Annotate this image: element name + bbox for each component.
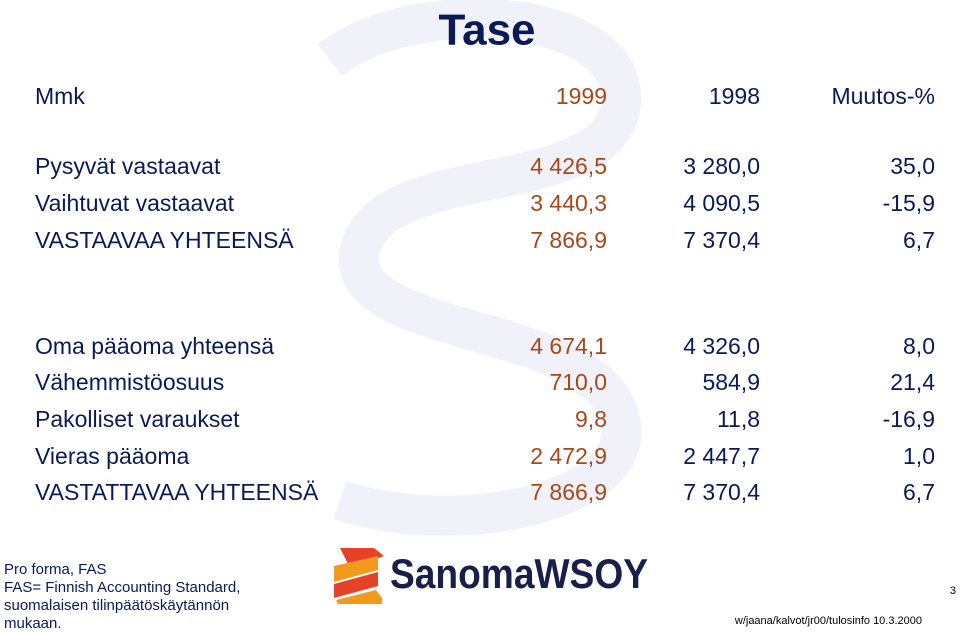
header-cell: 1999 xyxy=(556,83,607,109)
page-number: 3 xyxy=(950,585,956,597)
watermark xyxy=(317,0,642,536)
value-cell: 6,7 xyxy=(903,479,935,505)
value-cell: 1,0 xyxy=(903,443,935,469)
value-cell: 2 472,9 xyxy=(530,443,607,469)
footer-note: suomalaisen tilinpäätöskäytännön xyxy=(4,597,229,614)
value-cell: -15,9 xyxy=(883,190,935,216)
value-cell: 6,7 xyxy=(903,227,935,253)
source-path: w/jaana/kalvot/jr00/tulosinfo 10.3.2000 xyxy=(734,615,922,627)
row-label: Oma pääoma yhteensä xyxy=(35,333,274,359)
value-cell: 2 447,7 xyxy=(683,443,760,469)
row-label: Vieras pääoma xyxy=(35,443,189,469)
logo: SanomaWSOY xyxy=(334,548,648,604)
slide-title: Tase xyxy=(438,6,535,55)
footer-note: mukaan. xyxy=(4,615,62,632)
value-cell: 7 866,9 xyxy=(530,227,607,253)
value-cell: 11,8 xyxy=(717,406,760,432)
row-label: Pysyvät vastaavat xyxy=(35,153,221,179)
value-cell: 710,0 xyxy=(549,369,607,395)
value-cell: 8,0 xyxy=(903,333,935,359)
value-cell: -16,9 xyxy=(883,406,935,432)
value-cell: 4 426,5 xyxy=(530,153,607,179)
logo-icon xyxy=(334,556,378,582)
table: Mmk 1999 1998 Muutos-% Pysyvät vastaavat 4 42… xyxy=(35,83,935,505)
row-label: Vaihtuvat vastaavat xyxy=(35,190,235,216)
value-cell: 7 370,4 xyxy=(683,479,760,505)
value-cell: 3 280,0 xyxy=(683,153,760,179)
row-label: VASTAAVAA YHTEENSÄ xyxy=(35,227,294,253)
logo-icon xyxy=(336,590,382,604)
value-cell: 21,4 xyxy=(890,369,935,395)
value-cell: 7 866,9 xyxy=(530,479,607,505)
header-cell: 1998 xyxy=(709,83,760,109)
row-label: VASTATTAVAA YHTEENSÄ xyxy=(35,479,319,505)
header-cell: Muutos-% xyxy=(831,83,935,109)
value-cell: 584,9 xyxy=(702,369,760,395)
value-cell: 4 326,0 xyxy=(683,333,760,359)
footer-note: Pro forma, FAS xyxy=(4,561,107,578)
value-cell: 4 090,5 xyxy=(683,190,760,216)
watermark-shape xyxy=(317,0,642,536)
footer-note: FAS= Finnish Accounting Standard, xyxy=(4,579,240,596)
header-cell: Mmk xyxy=(35,83,85,109)
row-label: Vähemmistöosuus xyxy=(35,369,224,395)
logo-icon xyxy=(334,572,378,598)
value-cell: 3 440,3 xyxy=(530,190,607,216)
value-cell: 7 370,4 xyxy=(683,227,760,253)
value-cell: 9,8 xyxy=(575,406,607,432)
row-label: Pakolliset varaukset xyxy=(35,406,240,432)
value-cell: 35,0 xyxy=(890,153,935,179)
logo-text: SanomaWSOY xyxy=(390,550,648,597)
value-cell: 4 674,1 xyxy=(530,333,607,359)
